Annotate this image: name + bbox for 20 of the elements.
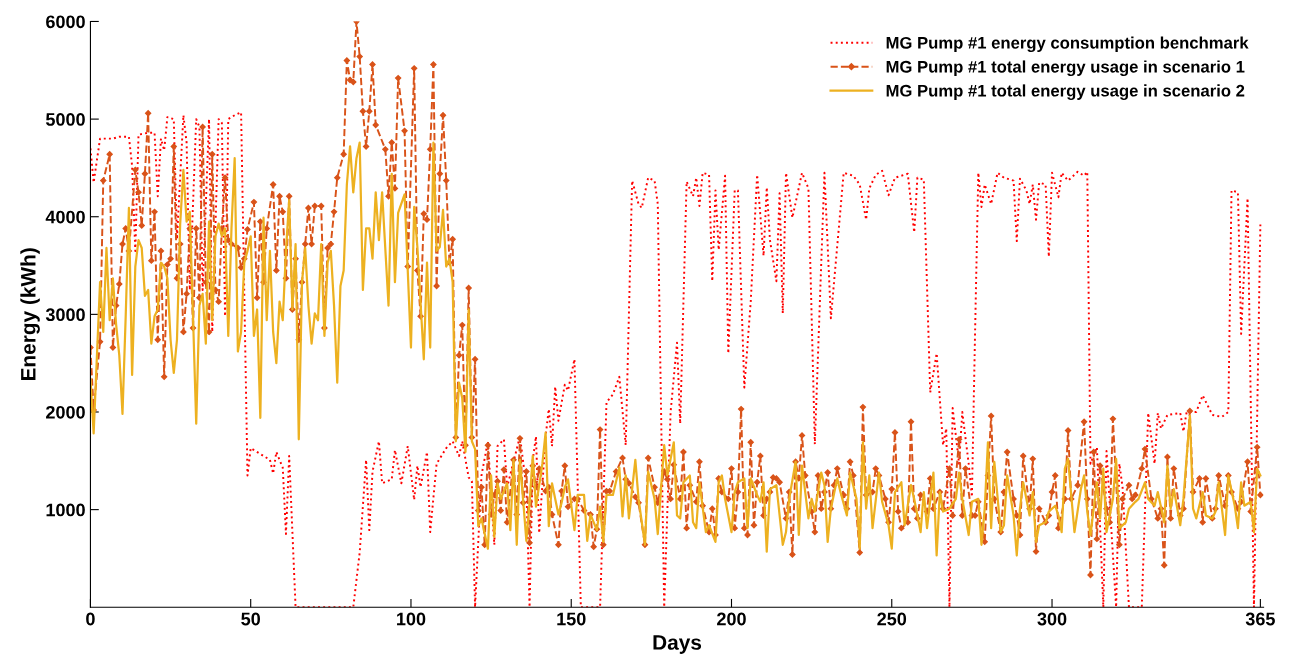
y-tick-label: 3000 [45,308,85,322]
x-tick-label: 0 [86,612,95,626]
y-tick-label: 5000 [45,113,85,126]
y-tick-label: 4000 [45,210,85,224]
x-tick-label: 365 [1245,612,1275,626]
x-axis-title: Days [653,635,702,654]
x-tick-label: 200 [717,612,746,626]
legend-label: MG Pump #1 total energy usage in scenario 1 [886,60,1245,77]
x-tick-label: 100 [397,612,426,626]
line-series [90,141,1262,557]
x-tick-label: 300 [1037,612,1067,626]
x-tick-label: 150 [557,612,586,626]
y-tick-label: 6000 [46,15,85,29]
y-axis-title: Energy (kWh) [20,248,40,381]
y-tick-label: 2000 [46,405,85,419]
x-tick-label: 250 [877,612,907,626]
legend-label: MG Pump #1 total energy usage in scenario 2 [886,84,1245,100]
x-tick-label: 50 [241,612,261,626]
y-tick-label: 1000 [46,503,85,517]
legend-label: MG Pump #1 energy consumption benchmark [886,36,1249,53]
